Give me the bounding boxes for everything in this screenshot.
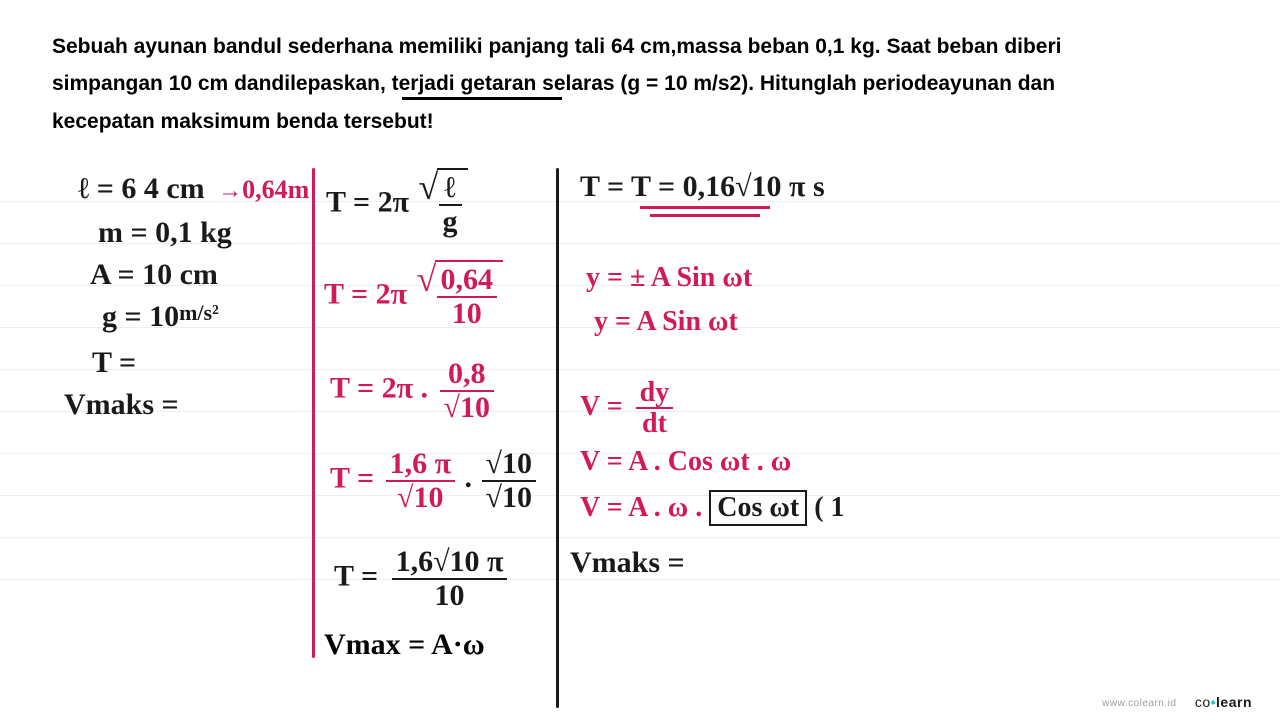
eq-T-step5: T = 1,6√10 π10 — [334, 546, 507, 611]
problem-line-2: simpangan 10 cm dandilepaskan, terjadi g… — [52, 65, 1228, 102]
sep-right — [556, 168, 559, 708]
given-g: g = 10m/s² — [102, 300, 219, 334]
footer-url: www.colearn.id — [1102, 698, 1176, 709]
problem-text: Sebuah ayunan bandul sederhana memiliki … — [52, 28, 1228, 140]
eq-y1: y = ± A Sin ωt — [586, 262, 752, 294]
eq-v-box: V = A . ω . Cos ωt ( 1 — [580, 490, 845, 526]
eq-T-sub: T = 2π 0,6410 — [324, 260, 503, 329]
eq-T-formula: T = 2π ℓg — [326, 168, 468, 237]
eq-Vmax: Vmax = A·ω — [324, 628, 485, 662]
eq-v-deriv: V = dydt — [580, 378, 673, 439]
given-m: m = 0,1 kg — [98, 216, 232, 250]
brand-co: co — [1195, 694, 1211, 710]
result-T: T = T = 0,16√10 π s — [580, 170, 825, 204]
underline-getaran — [402, 97, 562, 100]
result-underline-2 — [650, 214, 760, 217]
brand-learn: learn — [1216, 694, 1252, 710]
problem-line-1: Sebuah ayunan bandul sederhana memiliki … — [52, 28, 1228, 65]
eq-v-cos: V = A . Cos ωt . ω — [580, 446, 791, 478]
problem-line-3: kecepatan maksimum benda tersebut! — [52, 103, 1228, 140]
footer: www.colearn.id co•learn — [1102, 694, 1252, 710]
eq-y2: y = A Sin ωt — [594, 306, 738, 338]
given-A: A = 10 cm — [90, 258, 218, 292]
given-Vmaks: Vmaks = — [64, 388, 179, 422]
sep-left — [312, 168, 315, 658]
given-l: ℓ = 6 4 cm →0,64m — [78, 172, 309, 206]
eq-T-step4: T = 1,6 π√10 . √10√10 — [330, 448, 536, 513]
result-underline-1 — [640, 206, 770, 209]
eq-T-step3: T = 2π . 0,8√10 — [330, 358, 494, 423]
given-T: T = — [92, 346, 136, 380]
result-vmaks: Vmaks = — [570, 546, 685, 580]
